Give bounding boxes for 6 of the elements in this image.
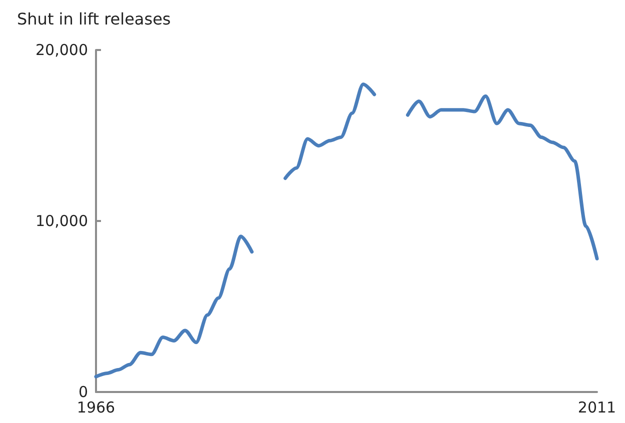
y-tick-label: 0 <box>78 383 88 401</box>
x-tick-label: 1966 <box>76 398 116 416</box>
y-tick-label: 20,000 <box>36 41 88 59</box>
y-axis-title: Shut in lift releases <box>17 10 171 28</box>
y-tick-label: 10,000 <box>36 212 88 230</box>
x-tick-label: 2011 <box>578 398 616 416</box>
